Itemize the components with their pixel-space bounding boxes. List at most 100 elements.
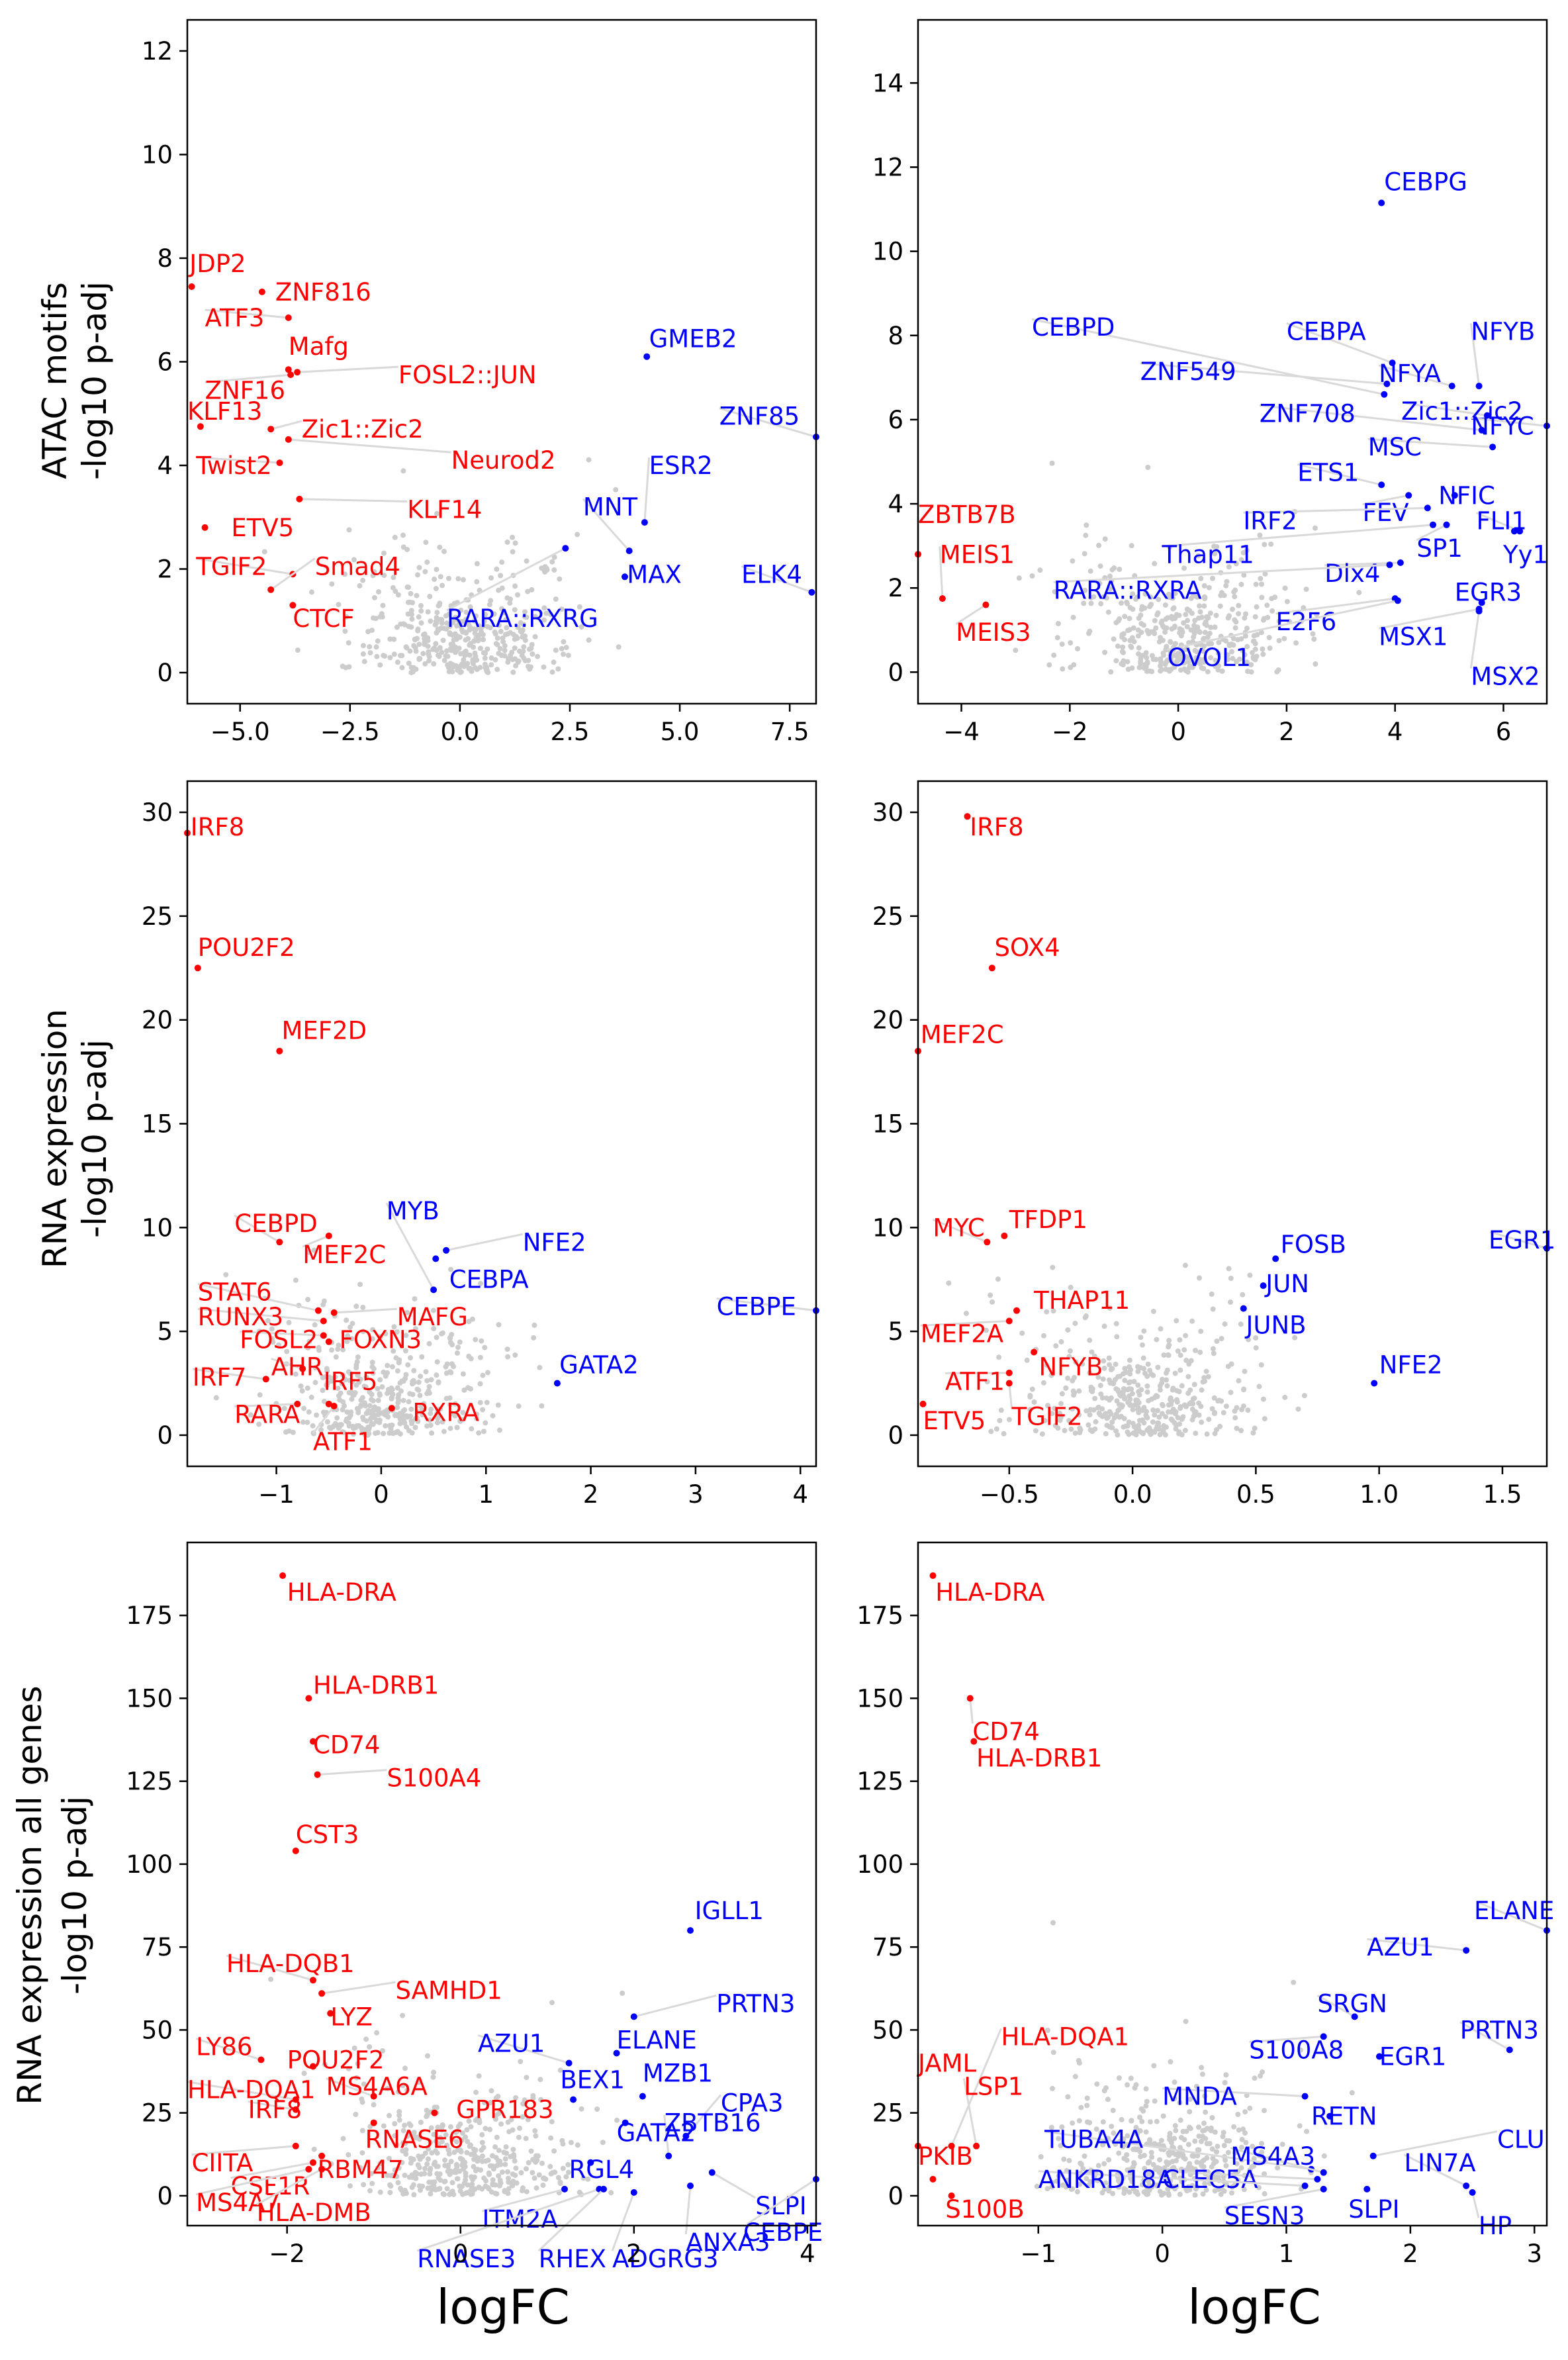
background-point	[301, 1405, 307, 1411]
background-point	[568, 2140, 574, 2146]
background-point	[531, 1322, 537, 1328]
background-point	[1140, 2108, 1146, 2114]
background-point	[580, 2175, 586, 2181]
label-connector	[741, 565, 812, 594]
background-point	[1199, 2065, 1205, 2071]
background-point	[1158, 668, 1164, 674]
background-point	[359, 2128, 365, 2134]
background-point	[434, 630, 439, 636]
background-point	[487, 2126, 493, 2132]
background-point	[1066, 2157, 1072, 2163]
background-point	[416, 565, 422, 571]
background-point	[1145, 2160, 1151, 2166]
point-gpr183	[431, 2109, 438, 2116]
background-point	[369, 1397, 375, 1403]
point-label: CEBPE	[717, 1293, 796, 1321]
background-point	[474, 1415, 480, 1421]
background-point	[397, 1421, 403, 1427]
y-tick-label: 0	[157, 2182, 173, 2210]
background-point	[422, 631, 428, 637]
background-point	[428, 2140, 434, 2146]
background-point	[1203, 2136, 1209, 2142]
background-point	[1070, 1406, 1076, 1412]
point-fev	[1405, 492, 1412, 499]
background-point	[1260, 2069, 1265, 2075]
background-point	[425, 2156, 431, 2162]
background-point	[404, 547, 410, 553]
background-point	[440, 637, 446, 643]
background-point	[1238, 2165, 1244, 2171]
background-point	[351, 1425, 357, 1431]
background-point	[1187, 2097, 1193, 2102]
point-label: Neurod2	[451, 446, 556, 475]
background-points	[946, 1262, 1307, 1438]
point-elk4	[808, 589, 815, 596]
background-point	[453, 635, 459, 641]
background-point	[311, 2146, 317, 2152]
background-point	[988, 1292, 993, 1298]
background-point	[424, 2161, 430, 2167]
background-point	[396, 2112, 402, 2118]
x-tick-label: −5.0	[210, 718, 270, 746]
background-point	[416, 641, 422, 647]
label-connector	[1053, 563, 1390, 583]
background-point	[578, 2106, 584, 2112]
background-point	[1135, 633, 1141, 639]
point-irf7	[262, 1376, 269, 1383]
label-connector	[746, 2178, 817, 2226]
background-point	[422, 2165, 428, 2171]
background-point	[1217, 1423, 1223, 1429]
point-label: EGR1	[1489, 1226, 1555, 1254]
background-point	[1165, 657, 1171, 663]
background-point	[443, 1364, 449, 1370]
background-point	[481, 2100, 487, 2106]
label-connector	[1416, 524, 1448, 542]
background-point	[299, 1388, 305, 1394]
background-point	[1065, 2177, 1071, 2183]
point-label: IRF5	[324, 1367, 377, 1395]
background-point	[413, 1415, 419, 1421]
background-point	[1241, 1387, 1246, 1393]
background-point	[1203, 2109, 1209, 2115]
point-label: ZBTB7B	[918, 500, 1016, 529]
label-connector	[1297, 463, 1382, 486]
background-point	[478, 1280, 483, 1286]
background-point	[387, 2182, 393, 2188]
background-point	[1172, 641, 1178, 647]
background-point	[1077, 2181, 1083, 2187]
background-point	[514, 634, 520, 639]
x-tick-label: 1	[478, 1480, 494, 1509]
point-label: RXRA	[412, 1399, 479, 1427]
background-point	[512, 607, 518, 613]
background-point	[1063, 1385, 1069, 1391]
background-point	[436, 2175, 441, 2181]
background-point	[1196, 2124, 1201, 2130]
background-point	[1193, 1431, 1199, 1437]
background-point	[586, 457, 592, 463]
background-point	[434, 1420, 440, 1426]
background-point	[434, 2163, 439, 2169]
background-point	[525, 2116, 531, 2122]
background-point	[375, 2165, 381, 2171]
background-point	[506, 2175, 511, 2181]
background-point	[1214, 1339, 1220, 1344]
background-point	[471, 661, 476, 667]
background-point	[399, 653, 405, 659]
background-point	[1173, 1426, 1179, 1432]
background-point	[1179, 2166, 1185, 2172]
background-point	[1096, 542, 1102, 548]
background-point	[426, 1390, 432, 1396]
background-point	[367, 650, 373, 656]
background-point	[484, 665, 490, 671]
x-tick-label: 0	[453, 2240, 469, 2268]
point-label: MEF2A	[921, 1319, 1003, 1348]
row3-ylabel-line2: -log10 p-adj	[56, 1796, 94, 1995]
background-point	[1150, 1407, 1156, 1413]
background-point	[1156, 2142, 1162, 2148]
background-point	[1236, 602, 1242, 608]
background-point	[1223, 1403, 1229, 1409]
point-label: CD74	[972, 1718, 1039, 1746]
background-point	[512, 540, 518, 546]
background-point	[424, 2114, 430, 2120]
background-point	[1356, 590, 1362, 596]
